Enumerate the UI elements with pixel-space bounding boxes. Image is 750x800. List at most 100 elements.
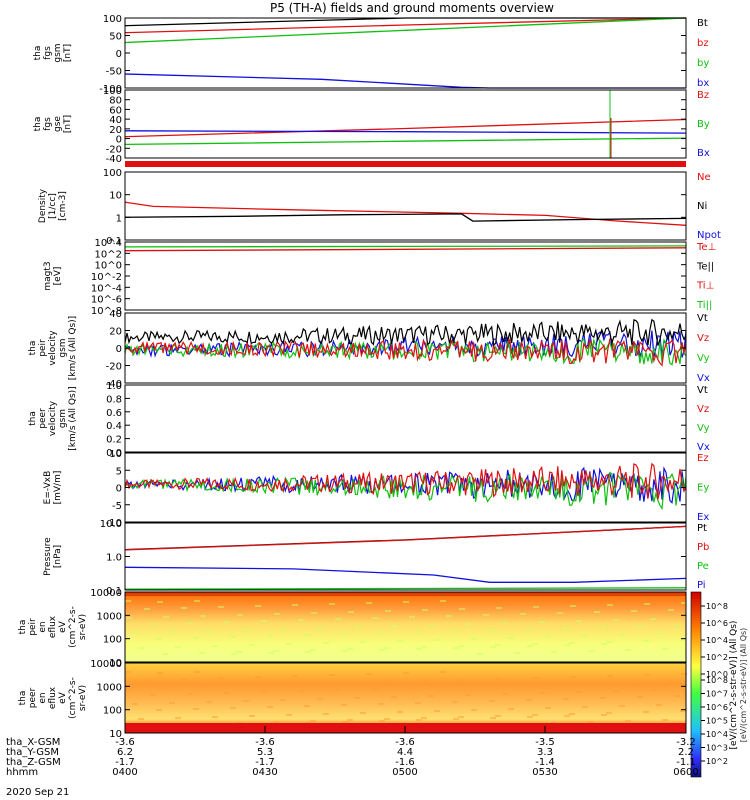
spectrogram-speckle (385, 681, 391, 683)
spectrogram-speckle (274, 613, 280, 615)
spectrogram-speckle (496, 607, 502, 609)
y-axis-label: (cm^2-s- (68, 606, 78, 648)
spectrogram-speckle (619, 634, 625, 636)
spectrogram-speckle (495, 644, 501, 646)
panel-5: 40 20 0 -20 -40 tha peir velocity gsm [km/s (All … (28, 309, 710, 390)
legend-ex: Ex (697, 512, 709, 523)
y-axis-label: velocity (48, 400, 58, 436)
y-axis-label: peer (38, 408, 48, 429)
spectrogram-speckle (268, 652, 274, 654)
spectrogram-speckle (409, 616, 415, 618)
panel-9: 10000 1000 100 10 tha peir en eflux eV (cm^2-s-sr… (18, 588, 687, 669)
spectrogram-speckle (169, 631, 175, 633)
spectrogram-speckle (193, 708, 199, 710)
legend-ti: Ti⊥ (696, 281, 714, 292)
spectrogram-speckle (606, 712, 612, 714)
legend-ti: Ti|| (696, 300, 712, 311)
spectrogram-speckle (310, 649, 316, 651)
spectrogram-speckle (347, 648, 353, 650)
footer-value: -1.7 (115, 757, 135, 768)
panel-frame (124, 171, 687, 241)
y-tick-label: 10^-4 (91, 283, 122, 294)
spectrogram-speckle (298, 690, 304, 692)
spectrogram-speckle (446, 615, 452, 617)
spectrogram-speckle (175, 717, 181, 719)
spectrogram-speckle (409, 687, 415, 689)
spectrogram-speckle (317, 698, 323, 700)
legend-te: Te|| (696, 261, 714, 272)
spectrogram-speckle (126, 688, 132, 690)
y-tick-label: 10^0 (95, 261, 122, 272)
colorbar-tick-label: 10^4 (706, 636, 728, 645)
spectrogram-speckle (490, 646, 496, 648)
y-axis-label: fgs (43, 117, 53, 131)
spectrogram-speckle (508, 637, 514, 639)
spectrogram-speckle (650, 689, 656, 691)
y-tick-label: 10 (109, 729, 122, 740)
spectrogram-speckle (545, 636, 551, 638)
spectrogram-speckle (588, 650, 594, 652)
spectrogram-speckle (532, 714, 538, 716)
footer-row-label: hhmm (6, 767, 38, 778)
spectrogram-speckle (391, 625, 397, 627)
y-tick-label: 100 (103, 168, 122, 179)
footer-value: 5.3 (257, 747, 273, 758)
spectrogram-speckle (483, 685, 489, 687)
y-tick-label: 1.0 (106, 553, 122, 564)
y-tick-label: 0.8 (106, 394, 122, 405)
y-tick-label: -20 (106, 362, 122, 373)
spectrogram-speckle (366, 602, 372, 604)
spectrogram-speckle (292, 604, 298, 606)
spectrogram-speckle (428, 695, 434, 697)
y-axis-label: eV (58, 691, 68, 704)
footer-value: 3.3 (537, 747, 553, 758)
spectrogram-speckle (323, 713, 329, 715)
colorbar-tick-label: 10^2 (706, 757, 728, 766)
spectrogram-speckle (200, 686, 206, 688)
spectrogram-speckle (212, 645, 218, 647)
y-tick-label: -40 (106, 379, 122, 390)
y-axis-label: [1/cc] (48, 193, 58, 219)
y-axis-label: eflux (48, 686, 58, 709)
panel-7: 10 5 0 -5 -10 E=-VxB [mV/m] Ez Ey Ex (43, 449, 709, 529)
y-tick-label: 0 (116, 484, 122, 495)
spectrogram-speckle (255, 676, 261, 678)
y-tick-label: 1 (116, 213, 122, 224)
spectrogram-speckle (230, 636, 236, 638)
spectrogram-speckle (489, 629, 495, 631)
series-vy (124, 337, 687, 367)
legend-vy: Vy (697, 353, 710, 364)
y-axis-label: eflux (48, 615, 58, 638)
y-tick-label: 100 (103, 14, 122, 25)
legend-vz: Vz (697, 404, 709, 415)
y-tick-label: 20 (109, 125, 122, 136)
spectrogram-speckle (342, 721, 348, 723)
spectrogram-speckle (261, 620, 267, 622)
footer-date: 2020 Sep 21 (6, 787, 69, 798)
spectrogram-speckle (674, 695, 680, 697)
footer-value: -1.1 (676, 757, 696, 768)
spectrogram-speckle (526, 699, 532, 701)
spectrogram-speckle (163, 687, 169, 689)
spectrogram-speckle (384, 647, 390, 649)
y-tick-label: 10^4 (95, 238, 122, 249)
spectrogram-speckle (564, 644, 570, 646)
spectrogram-speckle (415, 631, 421, 633)
footer-value: 0430 (252, 767, 277, 778)
spectrogram-speckle (600, 626, 606, 628)
spectrogram-speckle (243, 700, 249, 702)
series-pb (124, 525, 687, 551)
series-ni (124, 213, 687, 222)
spectrogram-speckle (243, 629, 249, 631)
legend-ni: Ni (697, 201, 707, 212)
y-tick-label: 10.0 (100, 519, 122, 530)
y-tick-label: 0.1 (106, 586, 122, 597)
spectrogram-speckle (132, 632, 138, 634)
y-tick-label: 10 (109, 449, 122, 460)
spectrogram-speckle (490, 717, 496, 719)
mode-bar (125, 161, 686, 167)
y-tick-label: 100 (103, 86, 122, 97)
y-tick-label: 40 (109, 309, 122, 320)
spectrogram-speckle (656, 704, 662, 706)
